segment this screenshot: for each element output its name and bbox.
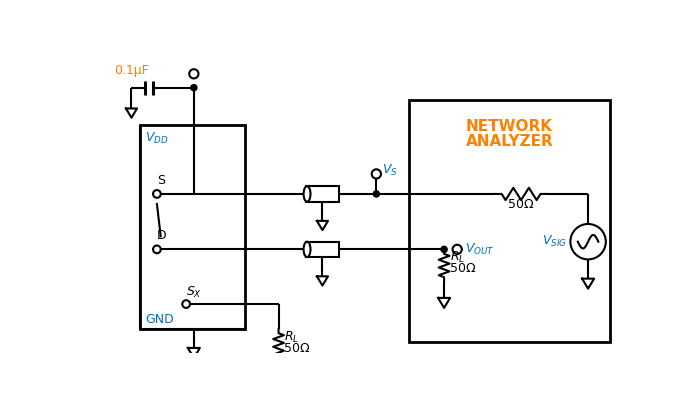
Text: 50Ω: 50Ω bbox=[508, 198, 534, 211]
Circle shape bbox=[373, 191, 379, 197]
Circle shape bbox=[570, 224, 606, 259]
Circle shape bbox=[153, 190, 161, 198]
Text: $R_L$: $R_L$ bbox=[450, 250, 465, 265]
Ellipse shape bbox=[304, 242, 311, 257]
Circle shape bbox=[453, 245, 462, 254]
Circle shape bbox=[153, 245, 161, 253]
Text: $V_{OUT}$: $V_{OUT}$ bbox=[465, 242, 495, 257]
Circle shape bbox=[189, 69, 199, 79]
Text: 50Ω: 50Ω bbox=[284, 342, 310, 355]
Circle shape bbox=[182, 300, 190, 308]
Circle shape bbox=[441, 246, 447, 252]
Bar bbox=[306, 186, 339, 202]
Text: $V_{SIG}$: $V_{SIG}$ bbox=[541, 234, 567, 249]
Text: $V_{DD}$: $V_{DD}$ bbox=[146, 131, 169, 146]
Text: NETWORK: NETWORK bbox=[466, 119, 553, 135]
Bar bbox=[140, 125, 245, 329]
Text: D: D bbox=[157, 229, 166, 242]
Circle shape bbox=[191, 85, 197, 91]
Ellipse shape bbox=[304, 186, 311, 202]
Circle shape bbox=[372, 169, 381, 179]
Text: $R_L$: $R_L$ bbox=[284, 330, 299, 345]
Text: $V_S$: $V_S$ bbox=[382, 163, 398, 178]
Text: $S_X$: $S_X$ bbox=[186, 285, 202, 300]
Bar bbox=[306, 242, 339, 257]
Text: S: S bbox=[157, 173, 165, 187]
Text: 0.1μF: 0.1μF bbox=[115, 64, 149, 77]
Text: 50Ω: 50Ω bbox=[450, 262, 476, 275]
Text: ANALYZER: ANALYZER bbox=[466, 134, 554, 149]
Text: GND: GND bbox=[146, 313, 174, 326]
Bar bbox=[409, 100, 609, 342]
